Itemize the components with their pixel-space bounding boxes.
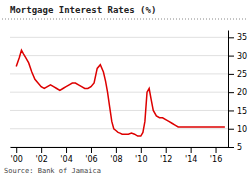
x-tick-label: '02: [35, 155, 47, 164]
y-axis-line: [228, 31, 229, 148]
y-tick-label: 5: [237, 143, 242, 152]
y-tick-mark: [228, 92, 234, 93]
y-tick-mark: [228, 37, 234, 38]
source: Source: Bank of Jamaica: [4, 167, 101, 175]
grid-line: [10, 128, 228, 129]
y-tick: 15: [228, 106, 247, 115]
x-tick-mark: [66, 147, 67, 153]
x-tick: '14: [185, 147, 197, 164]
y-tick-mark: [228, 56, 234, 57]
x-tick-mark: [41, 147, 42, 153]
x-tick-label: '12: [160, 155, 172, 164]
grid: [10, 37, 228, 147]
grid-line: [10, 110, 228, 111]
x-tick-label: '04: [60, 155, 72, 164]
x-tick-label: '16: [210, 155, 222, 164]
x-axis: '00 '02 '04 '06 '08 '10 '12 '14 '16: [11, 147, 229, 164]
y-tick-label: 25: [237, 70, 247, 79]
x-tick-mark: [216, 147, 217, 153]
x-tick-label: '08: [110, 155, 122, 164]
y-tick-mark: [228, 147, 234, 148]
x-tick-label: '06: [85, 155, 97, 164]
y-tick-label: 20: [237, 88, 247, 97]
x-tick: '02: [35, 147, 47, 164]
y-axis: 5 10 15 20 25 30 35: [228, 31, 247, 153]
x-tick: '08: [110, 147, 122, 164]
grid-line: [10, 37, 228, 38]
x-tick-mark: [91, 147, 92, 153]
x-tick-mark: [141, 147, 142, 153]
x-tick-mark: [16, 147, 17, 153]
x-tick-mark: [191, 147, 192, 153]
x-tick: '06: [85, 147, 97, 164]
y-tick: 30: [228, 52, 247, 61]
y-tick-mark: [228, 110, 234, 111]
x-tick: '00: [11, 147, 23, 164]
x-tick: '10: [135, 147, 147, 164]
grid-line: [10, 147, 228, 148]
y-tick-mark: [228, 74, 234, 75]
title-rule: [2, 19, 248, 20]
x-tick: '16: [210, 147, 222, 164]
grid-line: [10, 73, 228, 74]
x-tick-label: '00: [11, 155, 23, 164]
plot-area: [16, 50, 225, 136]
y-tick-label: 10: [237, 125, 247, 134]
y-tick: 25: [228, 70, 247, 79]
y-tick: 20: [228, 88, 247, 97]
x-tick-mark: [166, 147, 167, 153]
x-tick-label: '14: [185, 155, 197, 164]
grid-line: [10, 92, 228, 93]
y-tick: 35: [228, 33, 247, 42]
y-tick-mark: [228, 129, 234, 130]
chart: '00 '02 '04 '06 '08 '10 '12 '14 '16 5 10 15 20 25 30 35…: [0, 0, 250, 177]
y-tick-label: 15: [237, 106, 247, 115]
x-tick: '04: [60, 147, 72, 164]
x-axis-line: [11, 147, 229, 148]
y-tick: 5: [228, 143, 242, 152]
title: Mortgage Interest Rates (%): [10, 5, 156, 15]
grid-line: [10, 55, 228, 56]
x-tick-mark: [116, 147, 117, 153]
y-tick-label: 35: [237, 33, 247, 42]
x-tick-label: '10: [135, 155, 147, 164]
x-tick: '12: [160, 147, 172, 164]
y-tick: 10: [228, 125, 247, 134]
y-tick-label: 30: [237, 52, 247, 61]
line: [16, 50, 225, 136]
